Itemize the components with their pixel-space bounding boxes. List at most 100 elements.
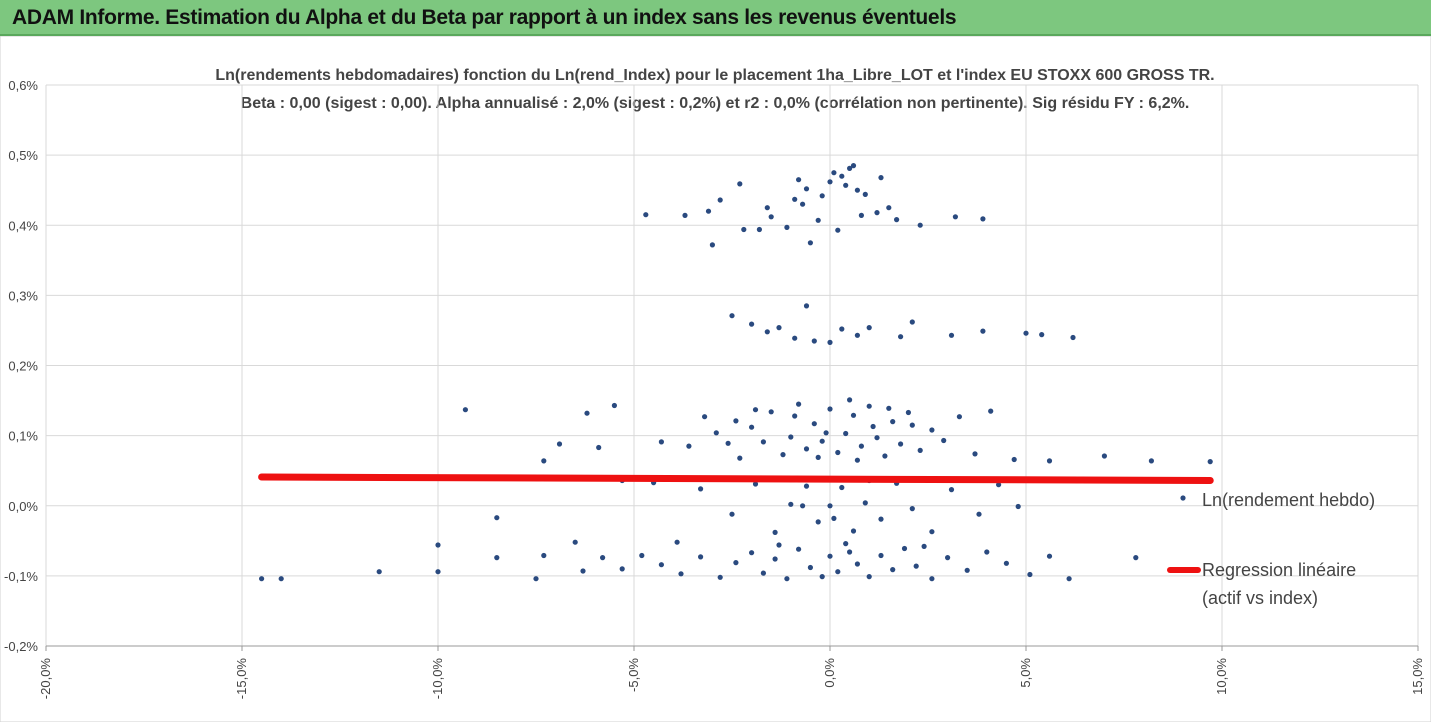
scatter-point xyxy=(698,554,704,560)
scatter-point xyxy=(988,408,994,414)
scatter-point xyxy=(874,435,880,441)
scatter-point xyxy=(788,434,794,440)
scatter-point xyxy=(1003,560,1010,566)
scatter-point xyxy=(917,447,923,453)
scatter-point xyxy=(862,500,868,506)
scatter-point xyxy=(752,407,759,413)
scatter-point xyxy=(259,576,265,582)
scatter-point xyxy=(901,545,908,552)
scatter-point xyxy=(584,410,590,416)
scatter-point xyxy=(658,562,665,568)
regression-line-group xyxy=(258,473,1214,485)
y-tick-label: 0,5% xyxy=(8,148,38,163)
scatter-point xyxy=(803,186,810,192)
scatter-point xyxy=(709,242,716,248)
legend-label-regression: Regression linéaire xyxy=(1202,560,1356,580)
scatter-point xyxy=(886,205,892,211)
scatter-point xyxy=(894,217,900,223)
scatter-point xyxy=(948,332,955,338)
scatter-point xyxy=(843,541,849,547)
scatter-point xyxy=(909,506,915,512)
scatter-point xyxy=(752,481,759,487)
scatter-point xyxy=(803,483,810,489)
scatter-point xyxy=(835,227,841,233)
scatter-point xyxy=(768,409,774,415)
y-tick-label: 0,3% xyxy=(8,288,38,303)
scatter-point xyxy=(533,576,539,582)
scatter-point xyxy=(878,552,884,559)
scatter-point xyxy=(858,443,865,449)
scatter-point xyxy=(921,543,927,550)
scatter-point xyxy=(796,546,802,552)
scatter-point xyxy=(435,569,441,575)
report-title: ADAM Informe. Estimation du Alpha et du … xyxy=(12,6,957,29)
scatter-point xyxy=(737,455,743,461)
scatter-point xyxy=(819,574,825,580)
scatter-point xyxy=(733,418,739,424)
scatter-point xyxy=(850,528,857,534)
scatter-point xyxy=(898,334,904,340)
scatter-point xyxy=(839,326,845,332)
y-tick-label: 0,4% xyxy=(8,218,38,233)
y-tick-label: 0,0% xyxy=(8,499,38,514)
scatter-point xyxy=(854,561,861,567)
scatter-point xyxy=(784,224,790,230)
scatter-point xyxy=(658,439,665,445)
scatter-point xyxy=(827,179,833,185)
scatter-point xyxy=(909,319,915,325)
scatter-point xyxy=(862,191,868,197)
scatter-point xyxy=(913,563,919,569)
scatter-point xyxy=(1023,330,1029,336)
scatter-point xyxy=(905,409,912,416)
scatter-point xyxy=(1011,456,1017,463)
scatter-point xyxy=(619,566,625,572)
scatter-point xyxy=(827,503,833,509)
scatter-point xyxy=(819,193,825,199)
scatter-point xyxy=(854,332,861,338)
scatter-point xyxy=(1133,555,1139,561)
y-axis-ticks: 0,6% 0,5% 0,4% 0,3% 0,2% 0,1% 0,0% -0,1% -0,2% xyxy=(4,78,38,654)
chart-background xyxy=(0,35,1431,723)
chart-title: Ln(rendements hebdomadaires) fonction du… xyxy=(215,67,1214,84)
scatter-point xyxy=(737,181,743,187)
scatter-point xyxy=(435,542,441,548)
y-tick-label: 0,1% xyxy=(8,429,38,444)
scatter-point xyxy=(784,576,790,582)
scatter-point xyxy=(870,423,876,430)
x-tick-label: -15,0% xyxy=(234,658,249,700)
scatter-point xyxy=(909,422,915,428)
scatter-point xyxy=(494,515,500,521)
scatter-point xyxy=(1046,553,1053,559)
scatter-point xyxy=(847,397,853,403)
regression-line xyxy=(258,473,1214,485)
scatter-point xyxy=(572,539,578,545)
scatter-point xyxy=(702,414,708,420)
scatter-point xyxy=(850,412,857,418)
scatter-point xyxy=(854,457,861,463)
scatter-point xyxy=(760,570,767,576)
scatter-point xyxy=(1148,458,1154,464)
chart-subtitle: Beta : 0,00 (sigest : 0,00). Alpha annua… xyxy=(241,95,1190,112)
scatter-point xyxy=(717,574,723,580)
scatter-point xyxy=(725,440,731,446)
scatter-point xyxy=(839,173,845,179)
scatter-chart: Ln(rendements hebdomadaires) fonction du… xyxy=(0,35,1431,723)
scatter-point xyxy=(698,486,704,492)
scatter-point xyxy=(1207,459,1213,465)
scatter-point xyxy=(827,553,833,559)
scatter-point xyxy=(682,212,688,218)
scatter-point xyxy=(843,430,849,437)
scatter-point xyxy=(839,484,845,491)
scatter-point xyxy=(929,529,935,535)
scatter-point xyxy=(733,560,739,566)
y-tick-label: 0,6% xyxy=(8,78,38,93)
scatter-point xyxy=(674,539,680,545)
scatter-point xyxy=(831,515,837,522)
scatter-point xyxy=(807,564,814,571)
scatter-point xyxy=(956,414,963,420)
scatter-point xyxy=(815,519,821,525)
scatter-point xyxy=(768,214,774,220)
scatter-point xyxy=(854,187,861,193)
x-tick-label: 15,0% xyxy=(1410,658,1425,695)
y-tick-label: -0,1% xyxy=(4,569,38,584)
